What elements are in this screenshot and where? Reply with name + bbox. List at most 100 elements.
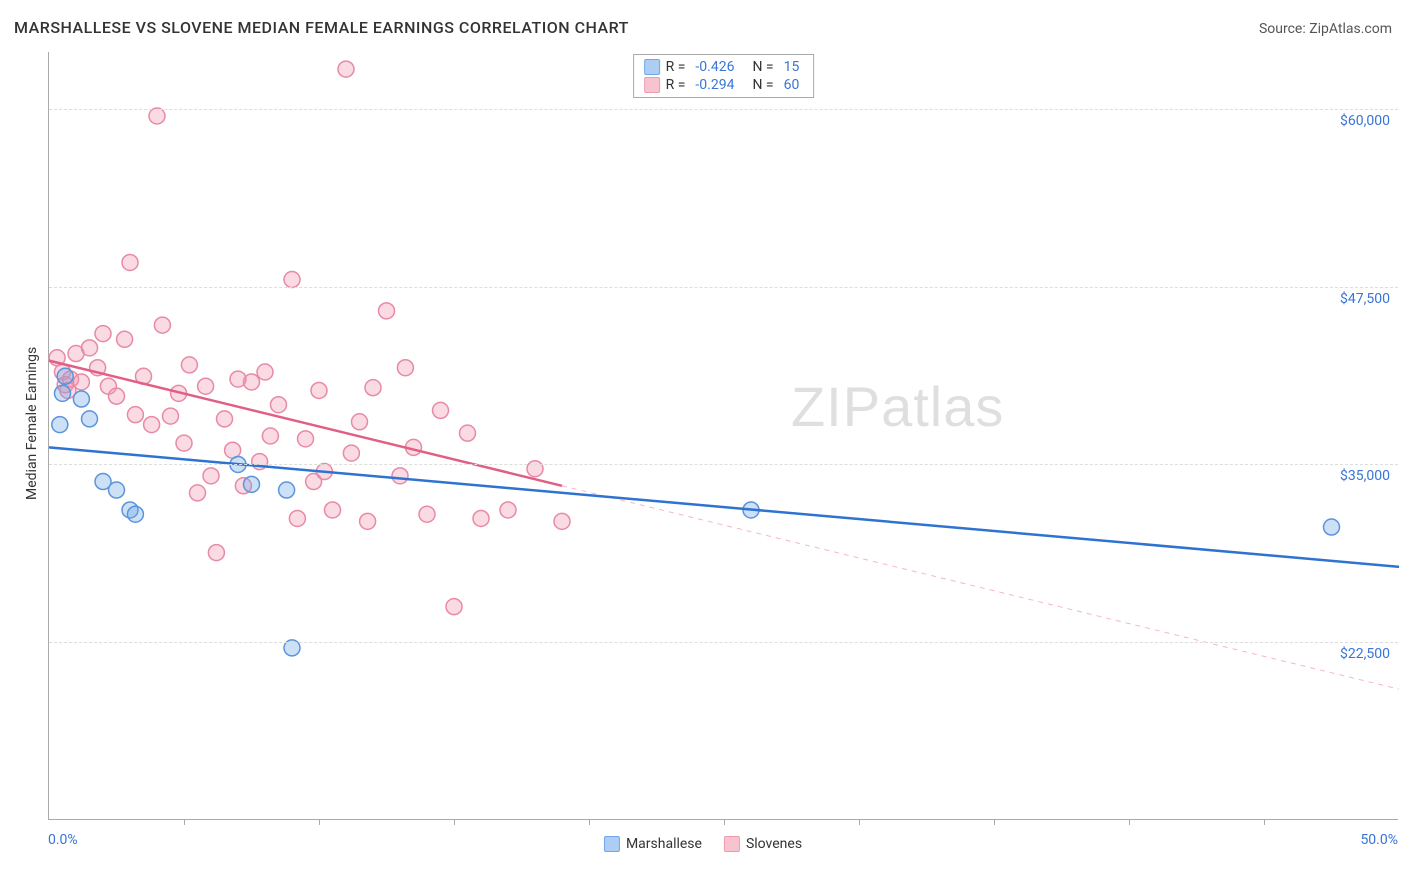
x-tick-mark [454,819,455,825]
chart-plot-area: R =-0.426N =15R =-0.294N =60 ZIPatlas $2… [48,52,1398,820]
chart-header: MARSHALLESE VS SLOVENE MEDIAN FEMALE EAR… [14,18,1392,37]
legend-n-value: 15 [784,59,800,75]
marshallese-point [57,368,73,384]
slovene-point [154,317,170,333]
slovene-point [163,408,179,424]
x-tick-mark [184,819,185,825]
x-tick-mark [859,819,860,825]
slovene-point [419,506,435,522]
marshallese-point [109,482,125,498]
marshallese-point [82,411,98,427]
slovene-point [82,340,98,356]
slovene-point [446,599,462,615]
series-legend-label: Marshallese [626,836,702,852]
slovene-point [149,108,165,124]
slovene-point [198,378,214,394]
slovene-point [500,502,516,518]
slovene-point [208,545,224,561]
legend-n-label: N = [752,59,773,75]
slovene-point [244,374,260,390]
slovene-point [181,357,197,373]
marshallese-point [52,417,68,433]
slovene-point [271,397,287,413]
legend-row: R = -0.426 N = 15 [644,59,804,75]
gridline [49,287,1398,288]
chart-title: MARSHALLESE VS SLOVENE MEDIAN FEMALE EAR… [14,18,629,37]
chart-source: Source: ZipAtlas.com [1259,21,1392,37]
slovene-point [527,461,543,477]
legend-r-label: R = [666,77,686,93]
slovene-point [460,425,476,441]
legend-swatch [644,77,660,93]
marshallese-point [55,385,71,401]
series-legend-label: Slovenes [746,836,802,852]
slovene-point [298,431,314,447]
legend-n-label: N = [752,77,773,93]
slovene-point [127,407,143,423]
y-tick-label: $47,500 [1340,291,1390,307]
x-tick-mark [1129,819,1130,825]
slovene-trend-dash [562,486,1399,689]
legend-r-label: R = [666,59,686,75]
source-name: ZipAtlas.com [1309,21,1392,37]
x-tick-mark [724,819,725,825]
slovene-point [190,485,206,501]
gridline [49,642,1398,643]
y-tick-label: $35,000 [1340,468,1390,484]
gridline [49,109,1398,110]
x-tick-mark [589,819,590,825]
legend-r-value: -0.294 [695,77,734,93]
slovene-point [262,428,278,444]
slovene-point [176,435,192,451]
x-tick-mark [319,819,320,825]
slovene-point [257,364,273,380]
slovene-point [109,388,125,404]
source-prefix: Source: [1259,21,1309,37]
slovene-point [473,510,489,526]
series-legend-item: Marshallese [604,836,702,852]
series-legend-item: Slovenes [724,836,802,852]
slovene-point [289,510,305,526]
slovene-point [352,414,368,430]
series-legend: Marshallese Slovenes [604,836,802,852]
gridline [49,464,1398,465]
slovene-point [343,445,359,461]
legend-swatch [604,836,620,852]
slovene-trend-solid [49,361,562,486]
y-tick-label: $60,000 [1340,113,1390,129]
slovene-point [73,374,89,390]
slovene-point [554,513,570,529]
y-axis-label: Median Female Earnings [24,347,40,500]
x-tick-mark [994,819,995,825]
x-axis-max-label: 50.0% [1360,832,1398,848]
legend-swatch [644,59,660,75]
slovene-point [325,502,341,518]
legend-r-value: -0.426 [695,59,734,75]
legend-swatch [724,836,740,852]
marshallese-point [279,482,295,498]
legend-row: R = -0.294 N = 60 [644,77,804,93]
slovene-point [338,61,354,77]
slovene-point [311,382,327,398]
marshallese-point [1324,519,1340,535]
marshallese-point [73,391,89,407]
slovene-point [360,513,376,529]
marshallese-point [244,476,260,492]
slovene-point [144,417,160,433]
slovene-point [203,468,219,484]
x-axis-min-label: 0.0% [48,832,78,848]
slovene-point [117,331,133,347]
slovene-point [95,326,111,342]
slovene-point [365,380,381,396]
slovene-point [122,254,138,270]
x-tick-mark [1264,819,1265,825]
correlation-legend: R = -0.426 N = 15 R = -0.294 N = 60 [633,54,815,98]
slovene-point [392,468,408,484]
marshallese-point [127,506,143,522]
slovene-point [217,411,233,427]
slovene-point [433,402,449,418]
y-tick-label: $22,500 [1340,646,1390,662]
slovene-point [397,360,413,376]
legend-n-value: 60 [784,77,800,93]
slovene-point [284,272,300,288]
